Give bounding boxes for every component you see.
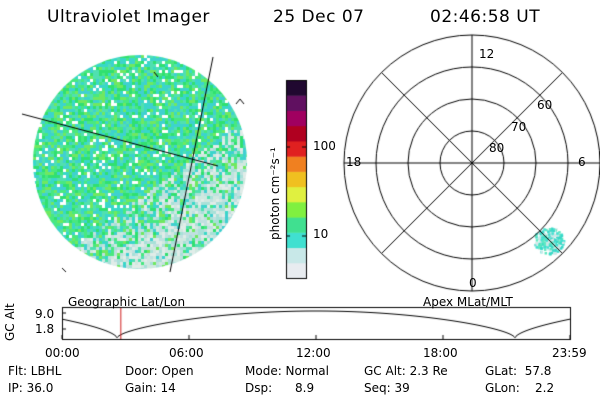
gc-alt-status: GC Alt: 2.3 Re (364, 364, 448, 378)
gc-xtick-1800: 18:00 (423, 346, 458, 360)
lat-label-60: 60 (537, 98, 553, 112)
app-title: Ultraviolet Imager (47, 7, 210, 27)
filter-status: Flt: LBHL (8, 364, 62, 378)
mode-status: Mode: Normal (245, 364, 329, 378)
mlt-label-0: 0 (469, 276, 477, 290)
dsp-status: Dsp: 8.9 (245, 381, 315, 395)
gc-xtick-1200: 12:00 (296, 346, 331, 360)
gc-xtick-0000: 00:00 (45, 346, 80, 360)
door-status: Door: Open (125, 364, 194, 378)
mlt-label-18: 18 (346, 155, 362, 169)
colorbar-tick-10: 10 (313, 227, 329, 241)
left-panel-caption: Geographic Lat/Lon (68, 295, 186, 309)
gc-ytick-1-8: 1.8 (35, 322, 55, 336)
colorbar-unit-label: photon cm⁻²s⁻¹ (268, 147, 282, 240)
ip-status: IP: 36.0 (8, 381, 54, 395)
gc-xtick-2359: 23:59 (552, 346, 587, 360)
seq-status: Seq: 39 (364, 381, 410, 395)
glon-status: GLon: 2.2 (485, 381, 555, 395)
mlt-label-6: 6 (578, 155, 586, 169)
date-label: 25 Dec 07 (273, 7, 365, 27)
lat-label-80: 80 (489, 141, 505, 155)
lat-label-70: 70 (511, 120, 527, 134)
gc-alt-axis-label: GC Alt (3, 303, 17, 341)
gain-status: Gain: 14 (125, 381, 176, 395)
gc-ytick-9: 9.0 (35, 307, 55, 321)
mlt-label-12: 12 (479, 47, 495, 61)
colorbar-tick-100: 100 (313, 139, 336, 153)
time-label: 02:46:58 UT (430, 7, 541, 27)
glat-status: GLat: 57.8 (485, 364, 552, 378)
gc-xtick-0600: 06:00 (169, 346, 204, 360)
right-panel-caption: Apex MLat/MLT (423, 295, 513, 309)
